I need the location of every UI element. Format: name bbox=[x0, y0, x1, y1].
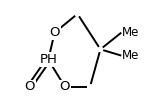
Text: O: O bbox=[49, 26, 60, 39]
Text: Me: Me bbox=[122, 26, 140, 39]
Text: O: O bbox=[60, 80, 70, 93]
Text: PH: PH bbox=[39, 53, 57, 66]
Text: Me: Me bbox=[122, 49, 140, 62]
Text: O: O bbox=[24, 80, 35, 93]
